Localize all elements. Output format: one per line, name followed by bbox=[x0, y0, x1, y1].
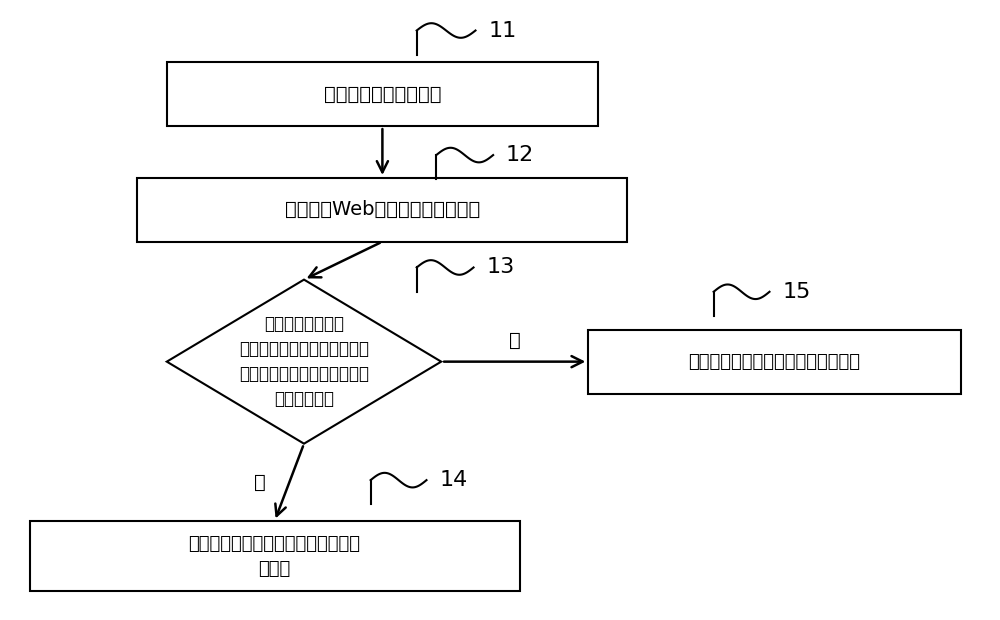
Text: 将所述访问请求转发至所述原始版本: 将所述访问请求转发至所述原始版本 bbox=[688, 353, 860, 371]
Text: 12: 12 bbox=[506, 145, 534, 165]
Text: 15: 15 bbox=[782, 281, 811, 302]
Text: 将所述访问请求转发至所述对应的备
选版本: 将所述访问请求转发至所述对应的备 选版本 bbox=[189, 534, 361, 578]
Bar bbox=[137, 178, 627, 242]
Text: 是: 是 bbox=[254, 473, 266, 492]
Text: 否: 否 bbox=[509, 331, 521, 350]
Bar bbox=[588, 330, 961, 394]
Text: 根据所述灰度控制
逻辑，判断是否存在所述客户
端在所述预设信息上的值所对
应的备选版本: 根据所述灰度控制 逻辑，判断是否存在所述客户 端在所述预设信息上的值所对 应的备… bbox=[239, 315, 369, 408]
Bar bbox=[167, 63, 598, 126]
Text: 11: 11 bbox=[488, 20, 516, 40]
Text: 14: 14 bbox=[439, 470, 467, 490]
Polygon shape bbox=[167, 280, 441, 444]
Text: 13: 13 bbox=[486, 257, 515, 278]
Text: 接收客户端的访问请求: 接收客户端的访问请求 bbox=[324, 85, 441, 104]
Text: 获取所述Web服务匹配的灰度策略: 获取所述Web服务匹配的灰度策略 bbox=[285, 200, 480, 219]
Bar bbox=[30, 521, 520, 591]
